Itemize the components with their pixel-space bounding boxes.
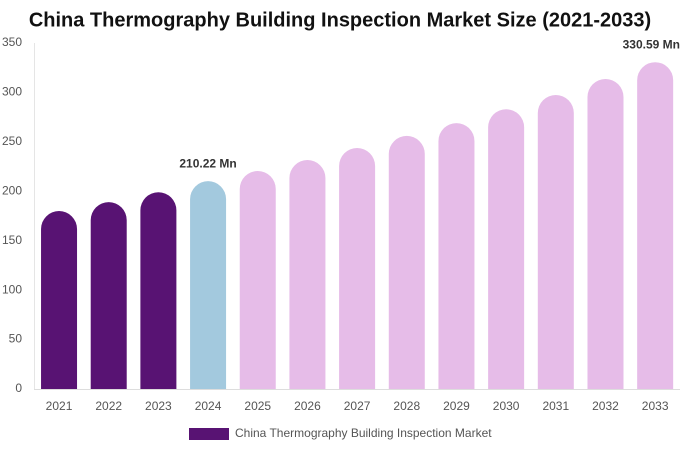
chart-title: China Thermography Building Inspection M… [29,9,651,31]
bar [488,109,525,390]
x-tick-label: 2032 [592,399,619,413]
y-tick-label: 0 [15,381,22,395]
y-tick-label: 350 [2,35,22,49]
x-tick-label: 2022 [95,399,122,413]
y-tick-label: 200 [2,183,22,197]
x-tick-label: 2027 [344,399,371,413]
value-label: 210.22 Mn [179,156,236,170]
bar [289,160,326,389]
y-tick-label: 250 [2,134,22,148]
x-tick-label: 2021 [46,399,73,413]
bar [239,171,276,389]
y-tick-label: 100 [2,282,22,296]
y-tick-label: 300 [2,85,22,99]
x-tick-label: 2024 [195,399,222,413]
y-tick-label: 150 [2,233,22,247]
bar [587,78,624,389]
x-tick-label: 2026 [294,399,321,413]
x-tick-label: 2023 [145,399,172,413]
bar [90,202,127,389]
x-tick-label: 2029 [443,399,470,413]
bar [339,147,376,389]
y-tick-label: 50 [9,332,23,346]
x-tick-label: 2033 [642,399,669,413]
bar [140,192,177,389]
bar [637,62,674,389]
bar [190,181,227,389]
value-label: 330.59 Mn [623,37,680,51]
bar [438,123,475,389]
x-tick-label: 2025 [244,399,271,413]
bar [41,211,78,389]
x-tick-label: 2028 [393,399,420,413]
legend-swatch [189,428,229,440]
x-tick-label: 2030 [493,399,520,413]
bar [537,94,574,390]
x-tick-label: 2031 [542,399,569,413]
bar [388,135,425,389]
legend-label: China Thermography Building Inspection M… [235,426,492,440]
